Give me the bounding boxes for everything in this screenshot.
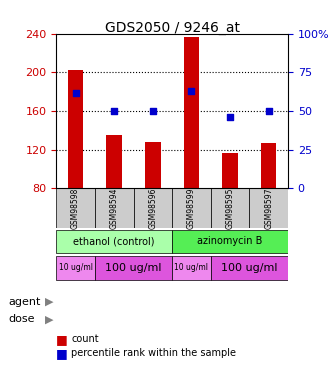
Bar: [184, 37, 199, 188]
Point: [112, 108, 117, 114]
Text: 100 ug/ml: 100 ug/ml: [221, 263, 278, 273]
Text: percentile rank within the sample: percentile rank within the sample: [71, 348, 236, 358]
Text: GSM98597: GSM98597: [264, 188, 273, 229]
Bar: [172, 188, 211, 228]
Bar: [56, 256, 95, 280]
Bar: [211, 188, 249, 228]
Bar: [56, 230, 172, 254]
Text: GSM98596: GSM98596: [148, 188, 157, 229]
Text: GSM98594: GSM98594: [110, 188, 119, 229]
Point: [266, 108, 271, 114]
Bar: [95, 188, 133, 228]
Point: [150, 108, 156, 114]
Bar: [145, 142, 161, 188]
Point: [189, 88, 194, 94]
Bar: [172, 256, 211, 280]
Text: dose: dose: [8, 315, 35, 324]
Bar: [107, 135, 122, 188]
Bar: [172, 230, 288, 254]
Text: GDS2050 / 9246_at: GDS2050 / 9246_at: [105, 21, 240, 34]
Text: ■: ■: [56, 347, 68, 360]
Text: azinomycin B: azinomycin B: [197, 237, 263, 246]
Bar: [56, 188, 95, 228]
Text: 10 ug/ml: 10 ug/ml: [174, 264, 209, 273]
Bar: [95, 256, 172, 280]
Text: ■: ■: [56, 333, 68, 346]
Bar: [261, 143, 276, 188]
Text: GSM98598: GSM98598: [71, 188, 80, 229]
Text: count: count: [71, 334, 99, 344]
Text: ▶: ▶: [45, 315, 53, 324]
Text: agent: agent: [8, 297, 41, 307]
Text: ▶: ▶: [45, 297, 53, 307]
Text: 100 ug/ml: 100 ug/ml: [105, 263, 162, 273]
Point: [227, 114, 233, 120]
Bar: [211, 256, 288, 280]
Text: GSM98599: GSM98599: [187, 188, 196, 229]
Text: ethanol (control): ethanol (control): [73, 237, 155, 246]
Text: GSM98595: GSM98595: [225, 188, 235, 229]
Point: [73, 90, 78, 96]
Bar: [249, 188, 288, 228]
Bar: [133, 188, 172, 228]
Text: 10 ug/ml: 10 ug/ml: [59, 264, 93, 273]
Bar: [222, 153, 238, 188]
Bar: [68, 69, 83, 188]
